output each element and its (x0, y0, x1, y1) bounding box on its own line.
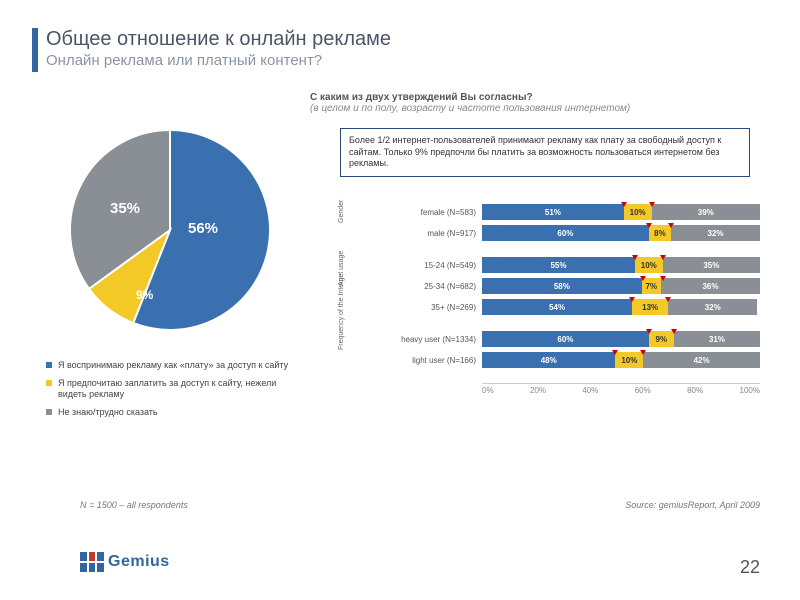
bar-segment: 10% (624, 204, 652, 220)
marker-icon (671, 329, 677, 334)
pie-label-2: 9% (136, 288, 153, 302)
bar-segment: 42% (643, 352, 760, 368)
x-axis: 0% 20% 40% 60% 80% 100% (482, 383, 760, 399)
marker-icon (621, 202, 627, 207)
marker-icon (660, 255, 666, 260)
logo-text: Gemius (108, 553, 170, 571)
marker-icon (640, 350, 646, 355)
source-text: Source: gemiusReport, April 2009 (625, 500, 760, 510)
accent-bar (32, 28, 38, 72)
axis-tick: 80% (687, 386, 703, 399)
bar-row: male (N=917)60%8%32% (372, 224, 760, 242)
bar-segment: 60% (482, 225, 649, 241)
bar-row: 35+ (N=269)54%13%32% (372, 298, 760, 316)
axis-tick: 20% (530, 386, 546, 399)
marker-icon (632, 255, 638, 260)
bar-group: Age15-24 (N=549)55%10%35%25-34 (N=682)58… (350, 256, 760, 316)
marker-icon (660, 276, 666, 281)
marker-icon (668, 223, 674, 228)
logo-icon (80, 552, 104, 572)
pie-chart: 56% 9% 35% (60, 120, 280, 340)
pie-legend: Я воспринимаю рекламу как «плату» за дос… (46, 360, 306, 425)
stacked-bar: 48%10%42% (482, 352, 760, 368)
axis-tick: 100% (740, 386, 760, 399)
bar-segment: 54% (482, 299, 632, 315)
marker-icon (649, 202, 655, 207)
page-number: 22 (740, 557, 760, 578)
question-italic: (в целом и по полу, возрасту и частоте п… (310, 103, 630, 114)
stacked-bar: 60%9%31% (482, 331, 760, 347)
axis-tick: 0% (482, 386, 494, 399)
bar-segment: 35% (663, 257, 760, 273)
row-label: female (N=583) (372, 208, 482, 217)
bar-segment: 39% (652, 204, 760, 220)
question-bold: С каким из двух утверждений Вы согласны? (310, 92, 630, 103)
pie-label-3: 35% (110, 200, 140, 217)
bar-segment: 31% (674, 331, 760, 347)
marker-icon (646, 329, 652, 334)
info-box: Более 1/2 интернет-пользователей принима… (340, 128, 750, 177)
marker-icon (629, 297, 635, 302)
page-subtitle: Онлайн реклама или платный контент? (46, 52, 322, 69)
page-title: Общее отношение к онлайн рекламе (46, 28, 391, 51)
bar-group: Frequency of the Internet usageheavy use… (350, 330, 760, 369)
bar-row: 15-24 (N=549)55%10%35% (372, 256, 760, 274)
legend-item: Я предпочитаю заплатить за доступ к сайт… (46, 378, 306, 401)
bar-segment: 13% (632, 299, 668, 315)
bar-segment: 51% (482, 204, 624, 220)
axis-tick: 40% (582, 386, 598, 399)
bar-segment: 36% (661, 278, 760, 294)
marker-icon (665, 297, 671, 302)
marker-icon (646, 223, 652, 228)
stacked-bar: 58%7%36% (482, 278, 760, 294)
row-label: 25-34 (N=682) (372, 282, 482, 291)
bar-row: 25-34 (N=682)58%7%36% (372, 277, 760, 295)
stacked-bar: 60%8%32% (482, 225, 760, 241)
legend-item: Я воспринимаю рекламу как «плату» за дос… (46, 360, 306, 372)
bar-segment: 10% (615, 352, 643, 368)
marker-icon (640, 276, 646, 281)
stacked-bar: 51%10%39% (482, 204, 760, 220)
bar-segment: 32% (668, 299, 757, 315)
bar-segment: 58% (482, 278, 642, 294)
bar-row: light user (N=166)48%10%42% (372, 351, 760, 369)
marker-icon (612, 350, 618, 355)
bar-segment: 55% (482, 257, 635, 273)
row-label: light user (N=166) (372, 356, 482, 365)
row-label: heavy user (N=1334) (372, 335, 482, 344)
bar-segment: 32% (671, 225, 760, 241)
pie-label-1: 56% (188, 220, 218, 237)
stacked-bars: Genderfemale (N=583)51%10%39%male (N=917… (350, 200, 760, 399)
bar-row: heavy user (N=1334)60%9%31% (372, 330, 760, 348)
bar-segment: 48% (482, 352, 615, 368)
bar-segment: 60% (482, 331, 649, 347)
axis-tick: 60% (635, 386, 651, 399)
legend-item: Не знаю/трудно сказать (46, 407, 306, 419)
row-label: 15-24 (N=549) (372, 261, 482, 270)
row-label: male (N=917) (372, 229, 482, 238)
stacked-bar: 55%10%35% (482, 257, 760, 273)
bar-row: female (N=583)51%10%39% (372, 203, 760, 221)
stacked-bar: 54%13%32% (482, 299, 760, 315)
footnote-n: N = 1500 – all respondents (80, 500, 188, 510)
bar-segment: 10% (635, 257, 663, 273)
gemius-logo: Gemius (80, 552, 170, 572)
row-label: 35+ (N=269) (372, 303, 482, 312)
question-text: С каким из двух утверждений Вы согласны?… (310, 92, 630, 114)
bar-group: Genderfemale (N=583)51%10%39%male (N=917… (350, 203, 760, 242)
slide: Общее отношение к онлайн рекламе Онлайн … (0, 0, 800, 600)
